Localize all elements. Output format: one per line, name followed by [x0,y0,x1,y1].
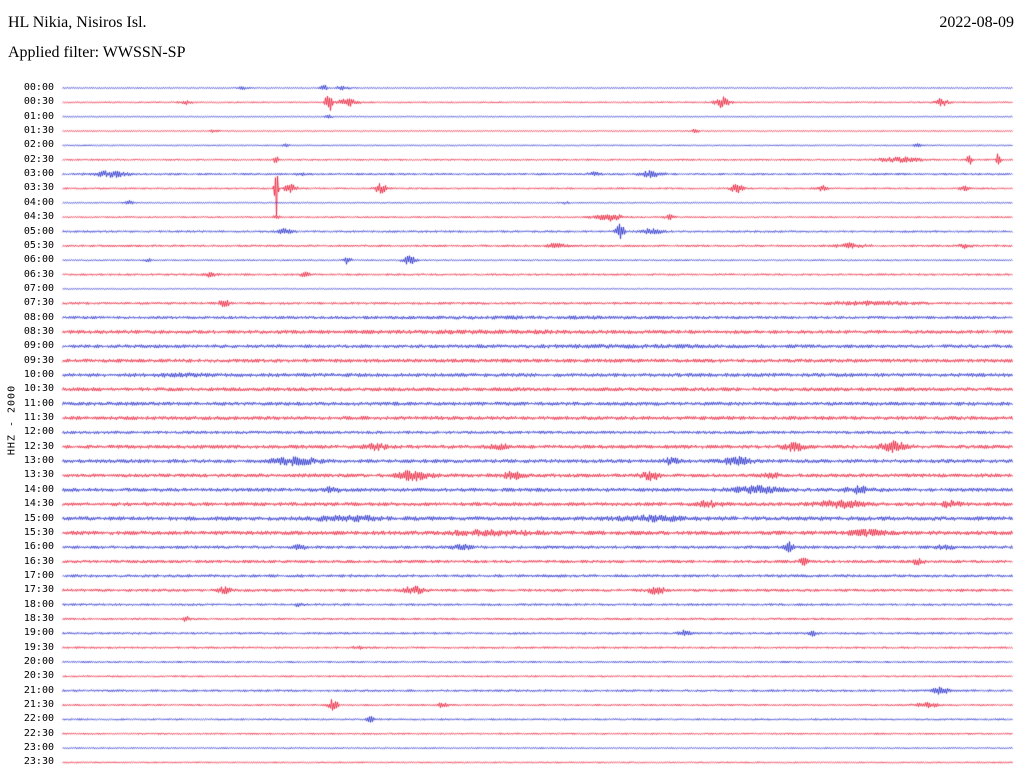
row-time-label: 02:30 [23,153,54,165]
row-time-label: 03:30 [23,182,54,194]
row-time-label: 02:00 [23,139,54,151]
row-time-label: 08:30 [23,325,54,337]
station-title: HL Nikia, Nisiros Isl. [8,14,147,31]
row-time-label: 04:30 [23,211,54,223]
row-time-label: 23:00 [23,742,54,754]
row-time-label: 21:00 [23,684,54,696]
row-time-label: 10:30 [23,383,54,395]
row-time-label: 20:30 [23,670,54,682]
row-time-label: 10:00 [23,369,54,380]
row-time-label: 09:30 [23,354,54,366]
filter-label: Applied filter: WWSSN-SP [8,44,186,61]
row-time-label: 22:00 [23,713,54,725]
row-time-label: 03:00 [23,168,54,180]
row-time-label: 00:00 [23,82,54,93]
row-time-label: 06:00 [23,254,54,266]
row-time-label: 00:30 [23,96,54,108]
row-time-label: 13:30 [23,469,54,481]
row-time-label: 12:30 [23,440,54,452]
row-labels: 00:00 00:30 01:00 01:30 02:00 02:30 03:00 03:30… [0,0,57,780]
row-time-label: 16:30 [23,555,54,567]
row-time-label: 14:30 [23,498,54,510]
row-time-label: 09:00 [23,340,54,352]
row-time-label: 06:30 [23,268,54,280]
row-time-label: 23:30 [23,756,54,768]
row-time-label: 15:30 [23,526,54,538]
row-time-label: 11:30 [23,412,54,424]
row-time-label: 13:00 [23,455,54,467]
row-time-label: 20:00 [23,656,54,667]
row-time-label: 21:30 [23,699,54,711]
row-time-label: 22:30 [23,727,54,739]
row-time-label: 14:00 [23,483,54,495]
row-time-label: 15:00 [23,512,54,524]
row-time-label: 17:30 [23,584,54,596]
row-time-label: 04:00 [23,196,54,208]
row-time-label: 18:30 [23,612,54,624]
row-time-label: 11:00 [23,397,54,409]
row-time-label: 18:00 [23,598,54,610]
row-time-label: 08:00 [23,311,54,323]
row-time-label: 05:00 [23,225,54,237]
row-time-label: 19:30 [23,641,54,653]
row-time-label: 07:30 [23,297,54,309]
row-time-label: 01:30 [23,125,54,137]
row-time-label: 17:00 [23,569,54,581]
row-time-label: 19:00 [23,627,54,639]
row-time-label: 16:00 [23,541,54,553]
record-date: 2022-08-09 [939,14,1014,31]
row-time-label: 07:00 [23,282,54,294]
row-time-label: 05:30 [23,239,54,251]
row-time-label: 12:00 [23,426,54,438]
row-time-label: 01:00 [23,110,54,122]
